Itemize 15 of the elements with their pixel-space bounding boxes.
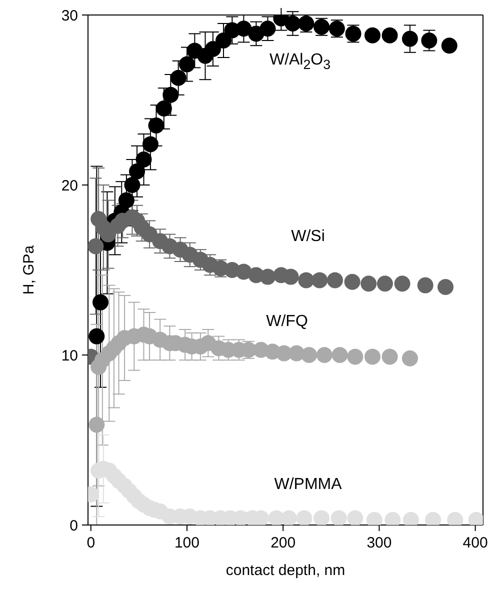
- annotation: W/Si: [291, 228, 325, 245]
- x-tick-label: 400: [462, 534, 488, 552]
- y-tick-label: 10: [61, 347, 78, 364]
- y-tick-label: 20: [61, 177, 78, 194]
- x-tick-label: 0: [86, 534, 96, 552]
- x-tick-label: 200: [270, 534, 296, 552]
- annotation: W/PMMA: [274, 476, 342, 493]
- annotation: W/FQ: [266, 313, 308, 330]
- x-tick-label: 300: [366, 534, 392, 552]
- annotation: W/Al$_{2}$O$_{3}$: [269, 52, 331, 72]
- y-axis-title: H, GPa: [20, 244, 38, 295]
- x-axis-title: contact depth, nm: [226, 562, 346, 579]
- y-tick-label: 0: [70, 517, 78, 534]
- x-tick-label: 100: [174, 534, 200, 552]
- y-tick-label: 30: [61, 7, 78, 24]
